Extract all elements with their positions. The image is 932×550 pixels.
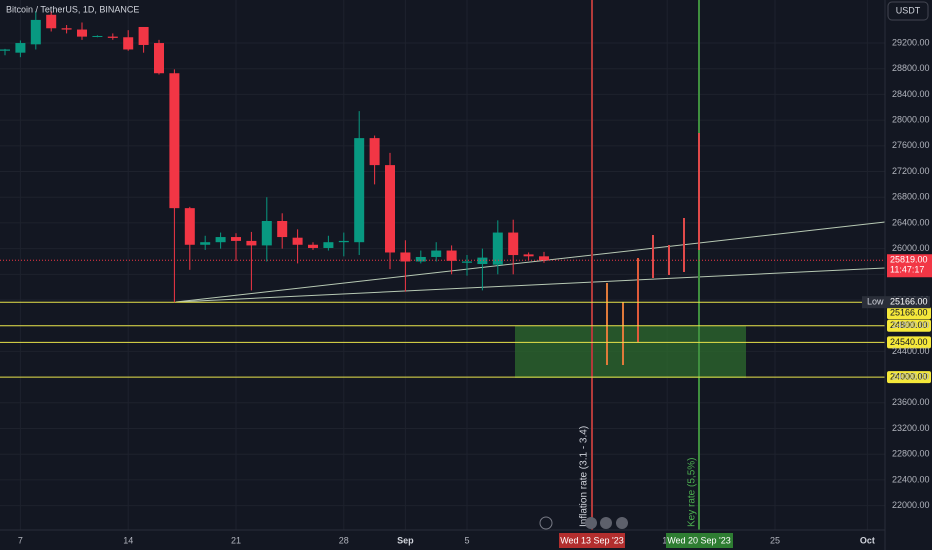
target-zone	[515, 326, 746, 378]
event-label: Wed 13 Sep '23	[560, 535, 624, 545]
y-tick-label: 22400.00	[892, 474, 930, 484]
candle-body	[338, 240, 349, 243]
x-tick-label: Sep	[397, 535, 414, 545]
level-label: 24540.00	[890, 337, 928, 347]
y-tick-label: 28400.00	[892, 89, 930, 99]
candle-body	[215, 237, 226, 243]
x-tick-label: 14	[123, 535, 133, 545]
annotation: Key rate (5,5%)	[687, 458, 698, 527]
levels: 25166.00 24800.00 24540.00 24000.00	[0, 301, 931, 384]
candle-body	[539, 256, 549, 261]
level-tag	[887, 371, 931, 384]
candle-body	[277, 220, 288, 238]
y-tick-label: 23600.00	[892, 397, 930, 407]
candle-body	[107, 36, 118, 38]
candle-body	[369, 138, 380, 166]
y-tick-label: 24400.00	[892, 346, 930, 356]
candle-body	[15, 43, 26, 53]
candle-body	[169, 73, 180, 209]
y-tick-label: 27600.00	[892, 140, 930, 150]
event-tag	[666, 533, 733, 548]
y-tick-label: 29200.00	[892, 37, 930, 47]
last-price: 25819.00	[890, 255, 928, 265]
y-tick-label: 24000.00	[892, 371, 930, 381]
candle-body	[415, 256, 426, 262]
candle-body	[462, 261, 472, 263]
y-tick-label: 23200.00	[892, 423, 930, 433]
candle-body	[385, 165, 395, 253]
level-tag	[887, 307, 931, 320]
candle-body	[523, 254, 534, 257]
event-icon[interactable]	[600, 517, 612, 529]
candle-body	[492, 232, 503, 265]
low-price: 25166.00	[890, 297, 928, 307]
event-icons	[539, 516, 628, 530]
x-tick-label: 7	[18, 535, 23, 545]
chart-title: Bitcoin / TetherUS, 1D, BINANCE	[6, 4, 139, 14]
y-tick-label: 28000.00	[892, 115, 930, 125]
trend-line	[175, 267, 886, 303]
level-tag	[887, 319, 931, 332]
y-tick-label: 24800.00	[892, 320, 930, 330]
y-tick-label: 26000.00	[892, 243, 930, 253]
candle-body	[292, 237, 303, 245]
candle-body	[154, 43, 164, 74]
level-tag	[887, 336, 931, 349]
candle-body	[123, 37, 134, 50]
event-icon[interactable]	[616, 517, 628, 529]
trend-line	[175, 221, 886, 303]
currency-label[interactable]: USDT	[896, 5, 921, 15]
currency-button[interactable]	[887, 1, 929, 21]
candle-body	[261, 220, 272, 246]
candle-body	[184, 208, 195, 245]
candle-body	[30, 19, 41, 45]
candles	[0, 10, 549, 303]
candle-body	[446, 250, 457, 261]
annotation: Inflation rate (3.1 - 3.4)	[579, 426, 590, 527]
candle-body	[323, 242, 334, 248]
x-tick-label: Oct	[860, 535, 875, 545]
y-tick-label: 26400.00	[892, 217, 930, 227]
y-tick-label: 26800.00	[892, 192, 930, 202]
candle-body	[200, 242, 211, 245]
low-tag	[862, 296, 930, 309]
candle-body	[231, 237, 241, 241]
candle-body	[0, 49, 10, 51]
x-tick-label: 28	[339, 535, 349, 545]
event-icon[interactable]	[585, 517, 597, 529]
low-label: Low	[867, 297, 884, 307]
y-tick-label: 27200.00	[892, 166, 930, 176]
candle-body	[400, 252, 411, 262]
event-label: Wed 20 Sep '23	[667, 535, 731, 545]
x-tick-label: 25	[770, 535, 780, 545]
candle-body	[246, 240, 257, 246]
candle-body	[308, 244, 318, 248]
candle-body	[138, 26, 149, 45]
candle-body	[46, 14, 57, 29]
candle-body	[77, 29, 87, 37]
candle-body	[354, 138, 365, 243]
candle-body	[61, 28, 72, 30]
event-icon[interactable]	[539, 516, 553, 530]
level-label: 25166.00	[890, 308, 928, 318]
x-tick-label: 21	[231, 535, 241, 545]
y-axis-labels: 22000.00 22400.00 22800.00 23200.00 23600.00…	[892, 37, 930, 510]
candle-body	[431, 250, 442, 257]
candle-body	[92, 35, 103, 37]
candle-body	[477, 257, 488, 265]
level-label: 24800.00	[890, 320, 928, 330]
x-tick-label: 5	[464, 535, 469, 545]
level-label: 24000.00	[890, 371, 928, 381]
y-tick-label: 22800.00	[892, 449, 930, 459]
countdown: 11:47:17	[890, 265, 924, 275]
y-tick-label: 22000.00	[892, 500, 930, 510]
y-tick-label: 28800.00	[892, 63, 930, 73]
event-tag	[559, 533, 625, 548]
last-price-tag	[887, 254, 932, 278]
candle-body	[508, 232, 519, 256]
